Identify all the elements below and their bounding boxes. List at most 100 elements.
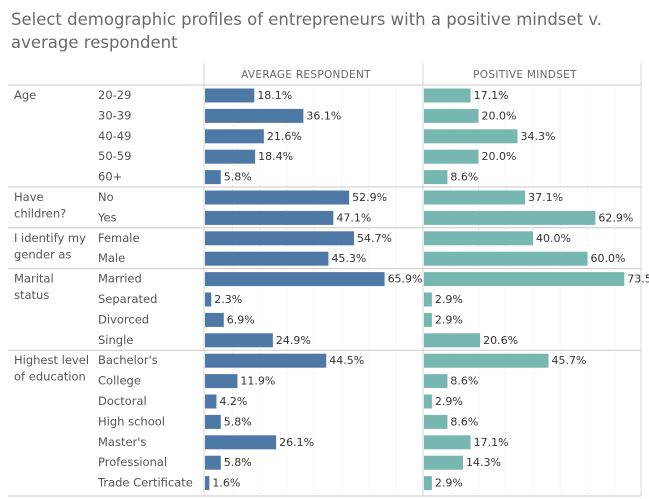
bar-average (205, 435, 277, 450)
panel-header-positive: POSITIVE MINDSET (473, 69, 577, 81)
bar-positive (424, 149, 479, 164)
category-label: Male (98, 251, 125, 265)
data-label-positive: 2.9% (435, 293, 463, 306)
category-label: Married (98, 272, 142, 286)
data-label-positive: 2.9% (435, 477, 463, 490)
data-label-average: 5.8% (224, 415, 252, 428)
data-label-positive: 14.3% (466, 456, 501, 469)
data-label-average: 21.6% (267, 130, 302, 143)
category-label: Yes (97, 210, 117, 224)
bar-positive (424, 108, 479, 123)
group-label: Have (14, 190, 44, 204)
bar-positive (424, 312, 432, 327)
data-label-average: 18.4% (258, 150, 293, 163)
bar-average (205, 190, 350, 205)
category-label: 20-29 (98, 88, 131, 102)
data-label-positive: 34.3% (520, 130, 555, 143)
category-label: 60+ (98, 170, 122, 184)
data-label-average: 5.8% (224, 456, 252, 469)
category-label: 50-59 (98, 149, 131, 163)
bar-average (205, 292, 212, 307)
category-label: Professional (98, 455, 167, 469)
bar-positive (424, 435, 471, 450)
bar-positive (424, 455, 463, 470)
category-label: Separated (98, 292, 157, 306)
category-label: Master's (98, 435, 146, 449)
bar-average (205, 149, 256, 164)
bar-average (205, 272, 385, 287)
bar-positive (424, 231, 533, 246)
bar-positive (424, 292, 432, 307)
data-label-average: 65.9% (388, 273, 423, 286)
data-label-average: 36.1% (306, 109, 341, 122)
data-label-positive: 2.9% (435, 313, 463, 326)
data-label-positive: 8.6% (450, 415, 478, 428)
bar-average (205, 353, 327, 368)
bar-positive (424, 414, 448, 429)
data-label-average: 24.9% (276, 334, 311, 347)
data-label-average: 54.7% (357, 232, 392, 245)
data-label-average: 44.5% (329, 354, 364, 367)
data-label-positive: 17.1% (474, 436, 509, 449)
data-label-average: 5.8% (224, 171, 252, 184)
data-label-positive: 40.0% (536, 232, 571, 245)
group-label: children? (14, 207, 66, 221)
data-label-positive: 37.1% (528, 191, 563, 204)
data-label-positive: 45.7% (552, 354, 587, 367)
bar-average (205, 210, 334, 225)
category-label: No (98, 190, 114, 204)
data-label-positive: 8.6% (450, 375, 478, 388)
data-label-average: 4.2% (219, 395, 247, 408)
bar-positive (424, 251, 588, 266)
data-label-average: 6.9% (227, 313, 255, 326)
category-label: Bachelor's (98, 353, 158, 367)
group-label: Marital (14, 272, 54, 286)
group-label: status (14, 288, 49, 302)
category-label: Single (98, 333, 133, 347)
bar-average (205, 476, 210, 491)
category-label: High school (98, 414, 165, 428)
data-label-average: 2.3% (214, 293, 242, 306)
data-label-average: 45.3% (331, 252, 366, 265)
group-label: of education (14, 370, 86, 384)
bar-average (205, 129, 264, 144)
panel-header-average: AVERAGE RESPONDENT (241, 69, 371, 81)
data-label-average: 26.1% (279, 436, 314, 449)
data-label-positive: 20.0% (482, 109, 517, 122)
category-label: Female (98, 231, 140, 245)
bar-average (205, 251, 329, 266)
category-label: College (98, 374, 141, 388)
group-label: gender as (14, 247, 71, 261)
bar-positive (424, 272, 625, 287)
data-label-average: 18.1% (257, 89, 292, 102)
bar-positive (424, 394, 432, 409)
data-label-positive: 60.0% (591, 252, 626, 265)
bar-average (205, 414, 221, 429)
data-label-positive: 2.9% (435, 395, 463, 408)
data-label-positive: 73.5% (627, 273, 649, 286)
bar-positive (424, 88, 471, 103)
bar-average (205, 108, 304, 123)
data-label-positive: 62.9% (598, 211, 633, 224)
bar-positive (424, 210, 596, 225)
data-label-average: 11.9% (240, 375, 275, 388)
bar-average (205, 374, 238, 389)
bar-average (205, 394, 217, 409)
category-label: Trade Certificate (97, 476, 193, 490)
bar-average (205, 312, 224, 327)
category-label: 40-49 (98, 129, 131, 143)
category-label: Divorced (98, 312, 149, 326)
bar-average (205, 231, 355, 246)
bar-positive (424, 129, 518, 144)
bar-average (205, 333, 273, 348)
bar-positive (424, 190, 526, 205)
category-label: 30-39 (98, 108, 131, 122)
bar-positive (424, 170, 448, 185)
category-label: Doctoral (98, 394, 147, 408)
data-label-average: 1.6% (212, 477, 240, 490)
bar-average (205, 455, 221, 470)
bar-positive (424, 353, 549, 368)
data-label-positive: 20.6% (483, 334, 518, 347)
data-label-average: 52.9% (352, 191, 387, 204)
